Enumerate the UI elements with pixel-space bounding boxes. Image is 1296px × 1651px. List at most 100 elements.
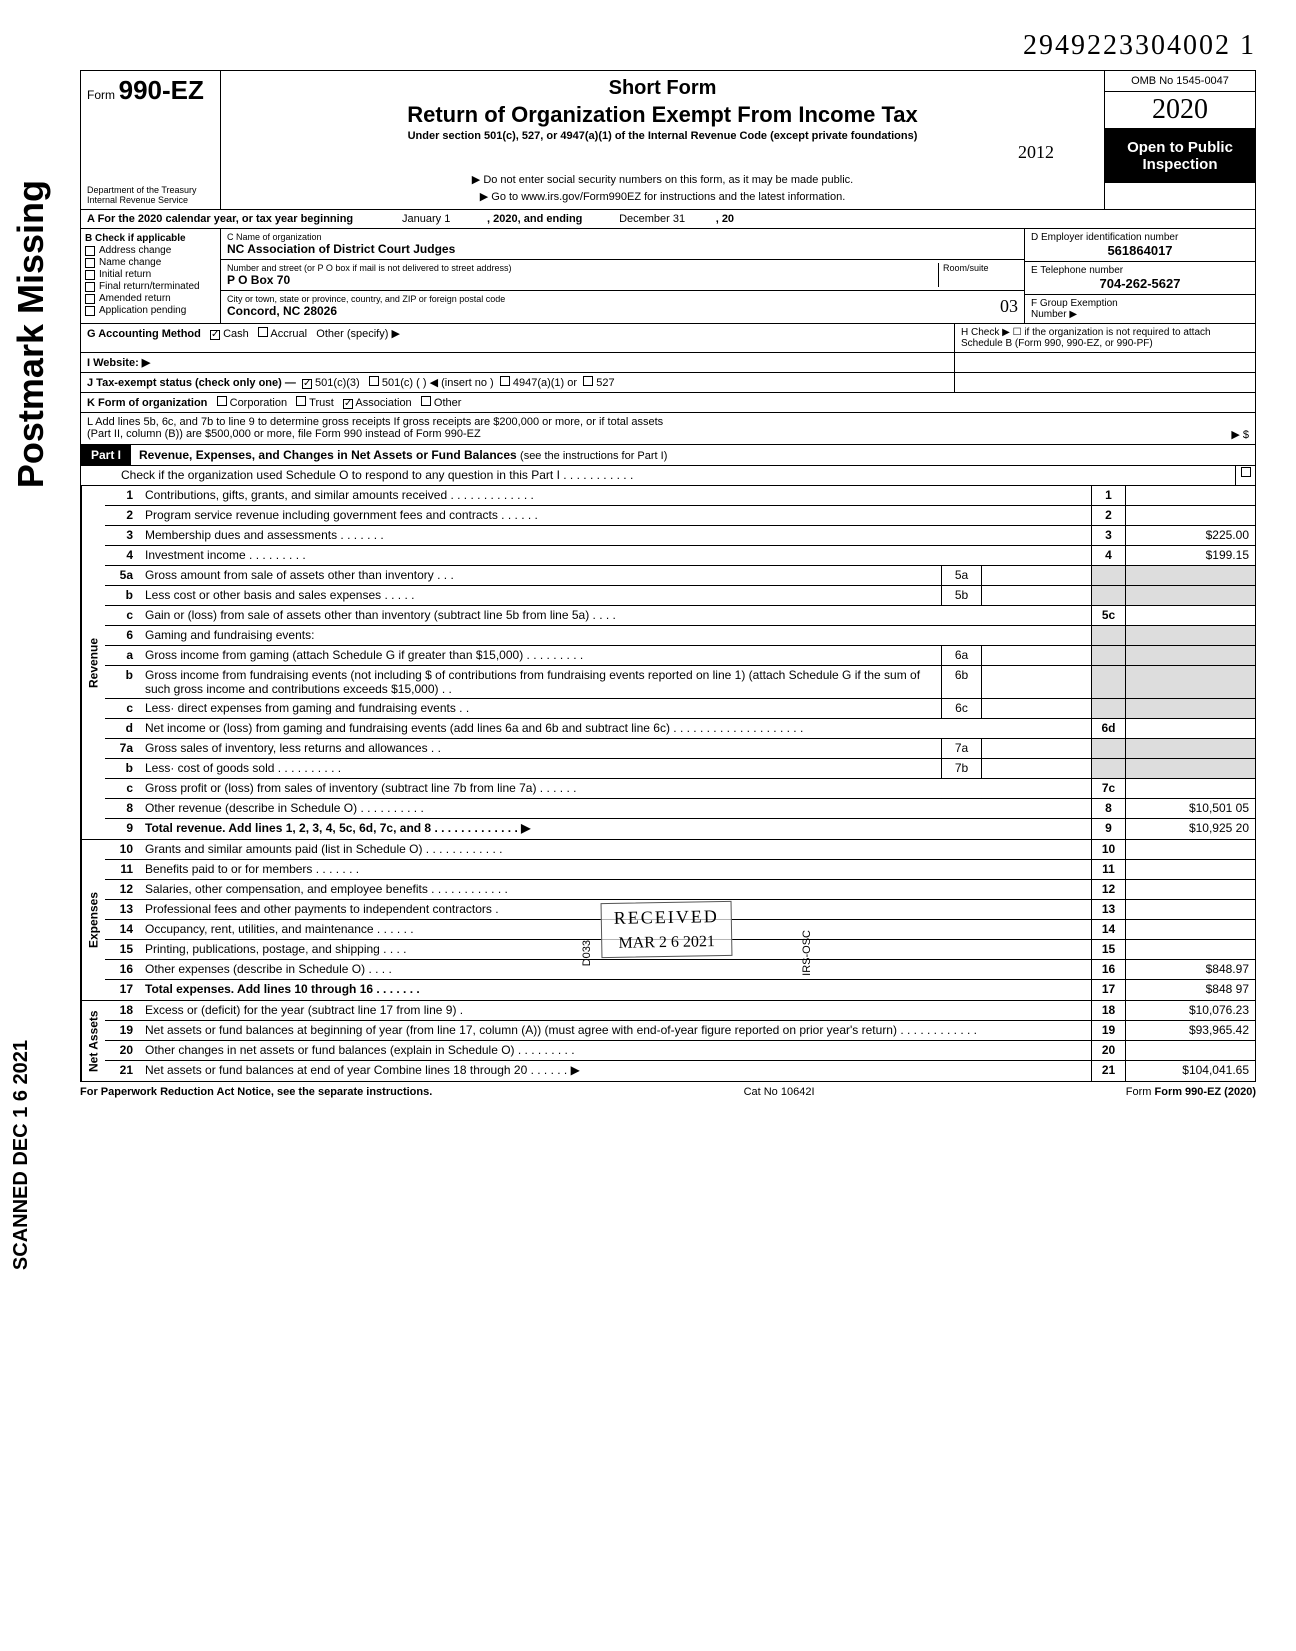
- chk-schedule-o[interactable]: [1241, 467, 1251, 477]
- chk-initial-return[interactable]: [85, 270, 95, 280]
- row-a-mid2: , 2020, and ending: [487, 213, 582, 225]
- group-exemption-label: F Group Exemption: [1031, 298, 1249, 309]
- line-19-desc: Net assets or fund balances at beginning…: [141, 1021, 1091, 1040]
- line-20-amt: [1125, 1041, 1255, 1060]
- chk-accrual[interactable]: [258, 327, 268, 337]
- line-7c-desc: Gross profit or (loss) from sales of inv…: [141, 779, 1091, 798]
- chk-corporation[interactable]: [217, 396, 227, 406]
- line-6b-desc: Gross income from fundraising events (no…: [141, 666, 941, 698]
- accounting-method-label: G Accounting Method: [87, 328, 201, 340]
- received-stamp: RECEIVED MAR 2 6 2021: [601, 901, 733, 958]
- chk-association[interactable]: [343, 399, 353, 409]
- ssn-note: ▶ Do not enter social security numbers o…: [231, 173, 1094, 186]
- line-5b-desc: Less cost or other basis and sales expen…: [141, 586, 941, 605]
- row-a-end1: December 31: [619, 213, 685, 225]
- line-15-amt: [1125, 940, 1255, 959]
- line-16-desc: Other expenses (describe in Schedule O) …: [141, 960, 1091, 979]
- line-10-amt: [1125, 840, 1255, 859]
- form-990ez: Form 990-EZ Department of the Treasury I…: [80, 70, 1256, 1082]
- line-15-num: 15: [105, 940, 141, 959]
- col-b-checkboxes: B Check if applicable Address change Nam…: [81, 229, 221, 323]
- line-8-desc: Other revenue (describe in Schedule O) .…: [141, 799, 1091, 818]
- row-l-arrow: ▶ $: [1231, 428, 1249, 441]
- line-4-num: 4: [105, 546, 141, 565]
- return-title: Return of Organization Exempt From Incom…: [231, 102, 1094, 128]
- line-15-box: 15: [1091, 940, 1125, 959]
- line-14-amt: [1125, 920, 1255, 939]
- stamp-code-irs-osc: IRS-OSC: [801, 930, 813, 976]
- chk-trust[interactable]: [296, 396, 306, 406]
- open-line1: Open to Public: [1109, 139, 1251, 156]
- line-5c-desc: Gain or (loss) from sale of assets other…: [141, 606, 1091, 625]
- lbl-527: 527: [596, 377, 614, 389]
- part1-title: Revenue, Expenses, and Changes in Net As…: [139, 448, 517, 462]
- row-l-line1: L Add lines 5b, 6c, and 7b to line 9 to …: [87, 416, 1249, 428]
- row-g-h: G Accounting Method Cash Accrual Other (…: [81, 324, 1255, 353]
- header-right: OMB No 1545-0047 2020 Open to Public Ins…: [1105, 71, 1255, 209]
- chk-final-return[interactable]: [85, 282, 95, 292]
- form-prefix: Form: [87, 88, 115, 102]
- addr-label: Number and street (or P O box if mail is…: [227, 263, 938, 273]
- chk-name-change[interactable]: [85, 258, 95, 268]
- ein-label: D Employer identification number: [1031, 232, 1249, 243]
- chk-other-org[interactable]: [421, 396, 431, 406]
- line-6-desc: Gaming and fundraising events:: [141, 626, 1091, 645]
- lbl-association: Association: [355, 397, 411, 409]
- chk-4947[interactable]: [500, 376, 510, 386]
- open-line2: Inspection: [1109, 156, 1251, 173]
- line-17-desc: Total expenses. Add lines 10 through 16 …: [141, 980, 1091, 1000]
- short-form-title: Short Form: [231, 77, 1094, 100]
- chk-501c[interactable]: [369, 376, 379, 386]
- part1-tag: Part I: [81, 445, 131, 465]
- stamp-date: MAR 2 6 2021: [614, 933, 719, 953]
- line-7c-num: c: [105, 779, 141, 798]
- dept-treasury: Department of the Treasury: [87, 185, 214, 195]
- line-10-num: 10: [105, 840, 141, 859]
- line-11-num: 11: [105, 860, 141, 879]
- line-18-box: 18: [1091, 1001, 1125, 1020]
- lbl-accrual: Accrual: [270, 328, 307, 340]
- row-j-tax-status: J Tax-exempt status (check only one) — 5…: [81, 373, 1255, 393]
- line-13-box: 13: [1091, 900, 1125, 919]
- chk-527[interactable]: [583, 376, 593, 386]
- line-6c-desc: Less· direct expenses from gaming and fu…: [141, 699, 941, 718]
- line-5a-shade: [1091, 566, 1125, 585]
- line-13-amt: [1125, 900, 1255, 919]
- line-12-desc: Salaries, other compensation, and employ…: [141, 880, 1091, 899]
- chk-amended-return[interactable]: [85, 294, 95, 304]
- line-9-num: 9: [105, 819, 141, 839]
- chk-cash[interactable]: [210, 330, 220, 340]
- chk-501c3[interactable]: [302, 379, 312, 389]
- line-6c-num: c: [105, 699, 141, 718]
- chk-application-pending[interactable]: [85, 306, 95, 316]
- row-a-text: A For the 2020 calendar year, or tax yea…: [87, 213, 353, 225]
- line-11-amt: [1125, 860, 1255, 879]
- line-5a-sb: 5a: [941, 566, 981, 585]
- line-16-amt: $848.97: [1125, 960, 1255, 979]
- line-5c-box: 5c: [1091, 606, 1125, 625]
- goto-link: ▶ Go to www.irs.gov/Form990EZ for instru…: [231, 190, 1094, 203]
- line-7b-desc: Less· cost of goods sold . . . . . . . .…: [141, 759, 941, 778]
- line-9-box: 9: [1091, 819, 1125, 839]
- line-14-box: 14: [1091, 920, 1125, 939]
- line-18-num: 18: [105, 1001, 141, 1020]
- chk-address-change[interactable]: [85, 246, 95, 256]
- header-center: Short Form Return of Organization Exempt…: [221, 71, 1105, 209]
- line-9-amt: $10,925 20: [1125, 819, 1255, 839]
- line-6-num: 6: [105, 626, 141, 645]
- row-l-gross-receipts: L Add lines 5b, 6c, and 7b to line 9 to …: [81, 413, 1255, 445]
- city-label: City or town, state or province, country…: [227, 294, 1000, 304]
- ein-value: 561864017: [1031, 243, 1249, 258]
- scanned-date-label: SCANNED DEC 1 6 2021: [10, 1040, 33, 1270]
- lbl-trust: Trust: [309, 397, 334, 409]
- line-8-amt: $10,501 05: [1125, 799, 1255, 818]
- net-assets-label: Net Assets: [81, 1001, 105, 1081]
- tax-status-label: J Tax-exempt status (check only one) —: [87, 377, 296, 389]
- part1-check-row: Check if the organization used Schedule …: [81, 466, 1255, 486]
- line-10-desc: Grants and similar amounts paid (list in…: [141, 840, 1091, 859]
- line-3-box: 3: [1091, 526, 1125, 545]
- line-4-desc: Investment income . . . . . . . . .: [141, 546, 1091, 565]
- line-5a-num: 5a: [105, 566, 141, 585]
- omb-number: OMB No 1545-0047: [1105, 71, 1255, 92]
- tel-label: E Telephone number: [1031, 265, 1249, 276]
